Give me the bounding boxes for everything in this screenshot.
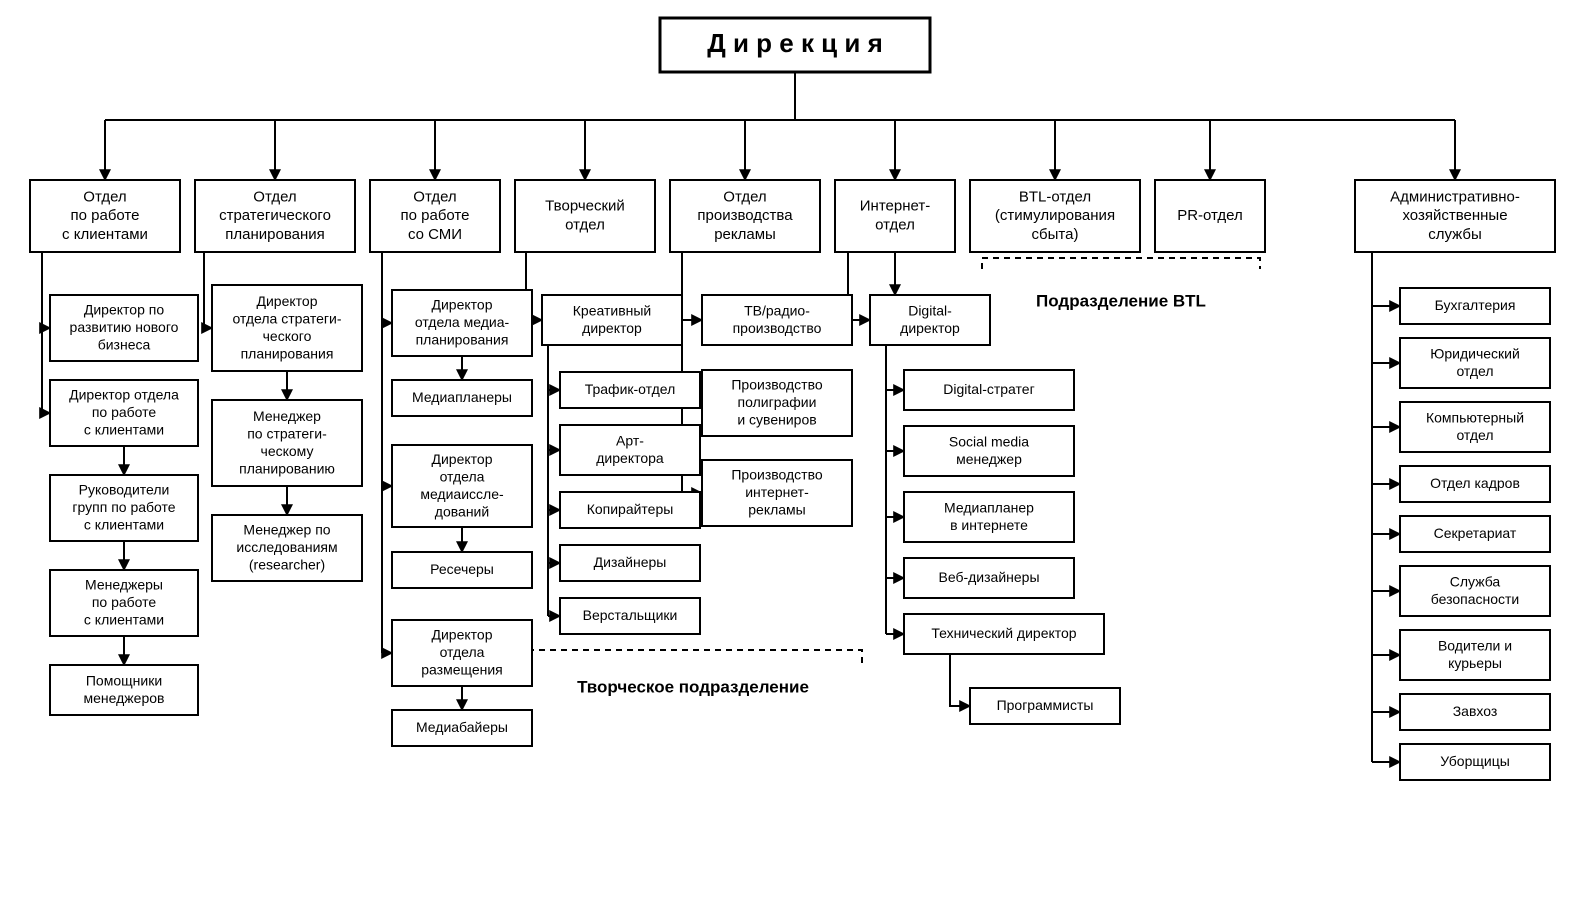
org-node-label-d8: PR-отдел	[1177, 207, 1243, 224]
org-node-label-c9d: Отдел кадров	[1430, 475, 1520, 491]
org-node-label-c6e: Веб-дизайнеры	[938, 569, 1039, 585]
org-node-label-c6g: Программисты	[997, 697, 1094, 713]
org-node-label-c6d: Медиапланерв интернете	[944, 499, 1034, 533]
org-node-label-c6f: Технический директор	[931, 625, 1076, 641]
org-node-label-c5b: Производствополиграфиии сувениров	[731, 376, 822, 427]
org-node-label-c1d: Менеджерыпо работес клиентами	[84, 576, 164, 627]
org-node-label-c1c: Руководителигрупп по работес клиентами	[72, 481, 175, 532]
org-node-label-c6a: Digital-директор	[900, 302, 960, 336]
org-node-label-c6c: Social mediaменеджер	[949, 433, 1029, 467]
group-label: Творческое подразделение	[577, 677, 809, 696]
org-node-label-c9e: Секретариат	[1434, 525, 1517, 541]
org-node-label-c9h: Завхоз	[1453, 703, 1498, 719]
org-node-label-c9g: Водители икурьеры	[1438, 637, 1512, 671]
group-label: Подразделение BTL	[1036, 291, 1206, 310]
org-node-label-c4b: Трафик-отдел	[585, 381, 676, 397]
org-node-label-c3d: Ресечеры	[430, 561, 494, 577]
org-node-label-c1e: Помощникименеджеров	[84, 672, 165, 706]
org-node-label-c5a: ТВ/радио-производство	[733, 302, 822, 336]
org-node-label-c9a: Бухгалтерия	[1435, 297, 1516, 313]
org-node-label-c6b: Digital-стратег	[943, 381, 1034, 397]
org-node-label-c3b: Медиапланеры	[412, 389, 512, 405]
org-node-label-c4a: Креативныйдиректор	[573, 302, 652, 336]
org-node-label-c3f: Медиабайеры	[416, 719, 508, 735]
org-node-label-c2c: Менеджер поисследованиям(researcher)	[236, 521, 337, 572]
org-node-label-c4e: Дизайнеры	[594, 554, 667, 570]
org-node-label-c9i: Уборщицы	[1440, 753, 1510, 769]
org-chart: Творческое подразделение Подразделение BT…	[0, 0, 1580, 910]
org-node-label-root: Д и р е к ц и я	[707, 28, 883, 58]
org-node-label-c4f: Верстальщики	[583, 607, 678, 623]
org-node-label-c4d: Копирайтеры	[587, 501, 674, 517]
